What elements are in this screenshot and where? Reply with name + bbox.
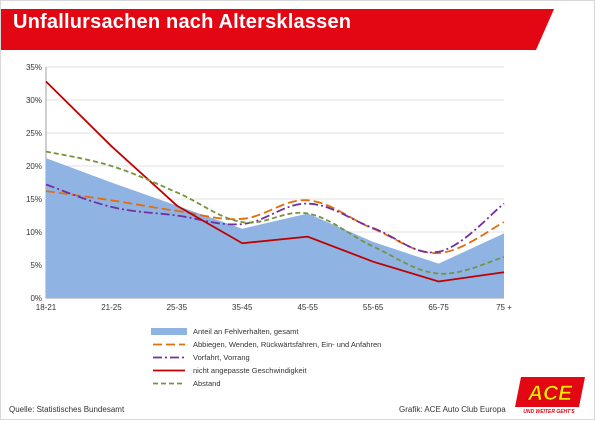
- source-note: Quelle: Statistisches Bundesamt: [9, 405, 125, 414]
- legend-swatch: [151, 328, 187, 335]
- y-tick-label: 30%: [26, 96, 42, 105]
- title-banner: [1, 9, 554, 50]
- x-tick-label: 45-55: [297, 303, 318, 312]
- y-tick-label: 35%: [26, 63, 42, 72]
- legend-swatch: [153, 369, 185, 372]
- credit-note: Grafik: ACE Auto Club Europa: [399, 405, 506, 414]
- x-tick-label: 25-35: [167, 303, 188, 312]
- svg-text:ACE: ACE: [527, 382, 573, 405]
- x-tick-label: 35-45: [232, 303, 253, 312]
- legend: Anteil an Fehlverhalten, gesamt Abbiegen,…: [151, 325, 451, 390]
- ace-logo: ACE UND WEITER GEHT'S: [515, 373, 587, 415]
- area-series: [46, 158, 504, 298]
- legend-label: Vorfahrt, Vorrang: [193, 353, 250, 362]
- legend-swatch: [153, 343, 185, 346]
- x-tick-label: 21-25: [101, 303, 122, 312]
- series-line: [45, 183, 505, 254]
- x-tick-label: 55-65: [363, 303, 384, 312]
- y-tick-label: 20%: [26, 162, 42, 171]
- svg-text:UND WEITER GEHT'S: UND WEITER GEHT'S: [523, 409, 575, 415]
- x-tick-label: 75 +: [496, 303, 512, 312]
- legend-label: Abbiegen, Wenden, Rückwärtsfahren, Ein- …: [193, 340, 382, 349]
- legend-item: Abbiegen, Wenden, Rückwärtsfahren, Ein- …: [151, 338, 451, 351]
- x-tick-label: 65-75: [428, 303, 449, 312]
- y-tick-label: 0%: [30, 294, 42, 303]
- legend-item: Vorfahrt, Vorrang: [151, 351, 451, 364]
- y-tick-label: 15%: [26, 195, 42, 204]
- series-line: [45, 190, 505, 255]
- legend-item: nicht angepasste Geschwindigkeit: [151, 364, 451, 377]
- x-tick-label: 18-21: [36, 303, 57, 312]
- legend-item: Abstand: [151, 377, 451, 390]
- legend-swatch: [153, 382, 185, 385]
- series-line: [45, 80, 505, 283]
- y-tick-label: 10%: [26, 228, 42, 237]
- legend-item: Anteil an Fehlverhalten, gesamt: [151, 325, 451, 338]
- legend-label: Abstand: [193, 379, 221, 388]
- y-tick-label: 5%: [30, 261, 42, 270]
- series-line: [45, 150, 505, 275]
- chart-title: Unfallursachen nach Altersklassen: [13, 11, 352, 33]
- legend-label: Anteil an Fehlverhalten, gesamt: [193, 327, 299, 336]
- legend-label: nicht angepasste Geschwindigkeit: [193, 366, 307, 375]
- y-tick-label: 25%: [26, 129, 42, 138]
- legend-swatch: [153, 356, 185, 359]
